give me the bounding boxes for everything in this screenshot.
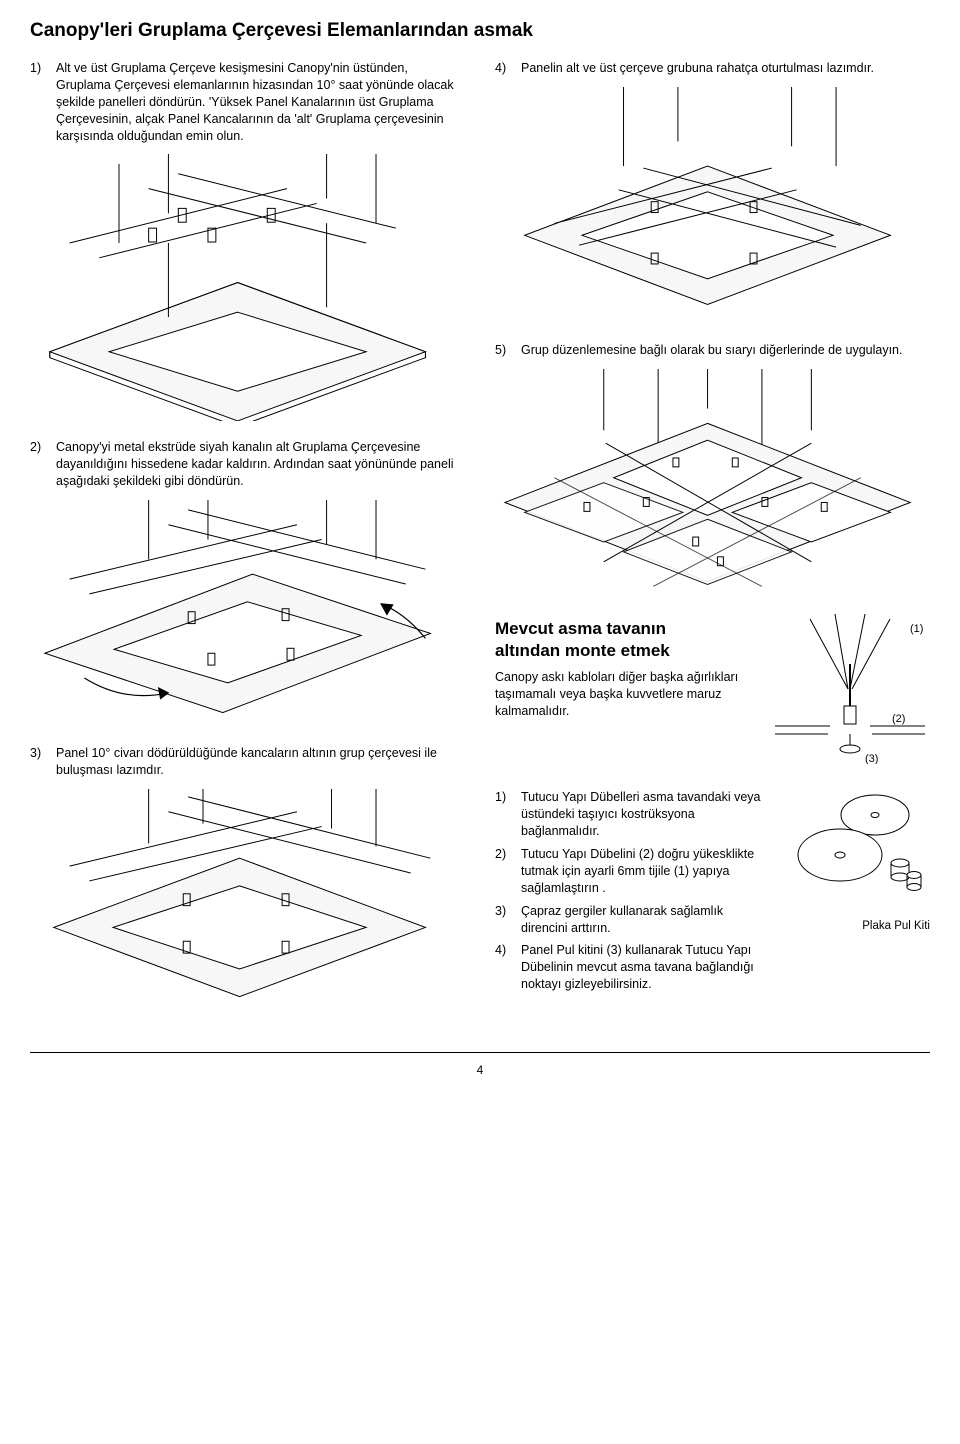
right-column: 4) Panelin alt ve üst çerçeve grubuna ra…: [495, 60, 930, 1034]
mounting-mini-figure: (1) (2) (3): [770, 614, 930, 769]
step-2-text: Canopy'yi metal ekstrüde siyah kanalın a…: [56, 439, 465, 490]
mounting-ol: 1) Tutucu Yapı Dübelleri asma tavandaki …: [495, 789, 762, 999]
step-5: 5) Grup düzenlemesine bağlı olarak bu sı…: [495, 342, 930, 359]
step-5-text: Grup düzenlemesine bağlı olarak bu sıary…: [521, 342, 930, 359]
mounting-section: Mevcut asma tavanın altından monte etmek…: [495, 614, 930, 769]
step-3-num: 3): [30, 745, 48, 779]
svg-text:(2): (2): [892, 713, 905, 725]
svg-text:(3): (3): [865, 753, 878, 764]
step-1: 1) Alt ve üst Gruplama Çerçeve kesişmesi…: [30, 60, 465, 144]
step-5-num: 5): [495, 342, 513, 359]
ol-2: 2) Tutucu Yapı Dübelini (2) doğru yükesk…: [495, 846, 762, 897]
step-1-num: 1): [30, 60, 48, 144]
step-1-text: Alt ve üst Gruplama Çerçeve kesişmesini …: [56, 60, 465, 144]
mounting-title: Mevcut asma tavanın altından monte etmek: [495, 618, 752, 661]
diagram-2: [30, 500, 465, 727]
footer-separator: [30, 1052, 930, 1053]
diagram-5: [495, 369, 930, 596]
ol-1: 1) Tutucu Yapı Dübelleri asma tavandaki …: [495, 789, 762, 840]
step-2: 2) Canopy'yi metal ekstrüde siyah kanalı…: [30, 439, 465, 490]
diagram-3: [30, 789, 465, 1016]
ol-4: 4) Panel Pul kitini (3) kullanarak Tutuc…: [495, 942, 762, 993]
diagram-1: [30, 154, 465, 421]
page-number: 4: [30, 1063, 930, 1077]
left-column: 1) Alt ve üst Gruplama Çerçeve kesişmesi…: [30, 60, 465, 1034]
page-title: Canopy'leri Gruplama Çerçevesi Elemanlar…: [30, 20, 930, 42]
step-4: 4) Panelin alt ve üst çerçeve grubuna ra…: [495, 60, 930, 77]
disc-kit-figure: Plaka Pul Kiti: [780, 775, 930, 932]
diagram-4: [495, 87, 930, 324]
svg-text:(1): (1): [910, 623, 923, 635]
step-4-text: Panelin alt ve üst çerçeve grubuna rahat…: [521, 60, 930, 77]
step-3-text: Panel 10° civarı dödürüldüğünde kancalar…: [56, 745, 465, 779]
content-columns: 1) Alt ve üst Gruplama Çerçeve kesişmesi…: [30, 60, 930, 1034]
ol-3: 3) Çapraz gergiler kullanarak sağlamlık …: [495, 903, 762, 937]
step-4-num: 4): [495, 60, 513, 77]
step-3: 3) Panel 10° civarı dödürüldüğünde kanca…: [30, 745, 465, 779]
kit-label: Plaka Pul Kiti: [780, 920, 930, 932]
mounting-intro: Canopy askı kabloları diğer başka ağırlı…: [495, 669, 752, 720]
step-2-num: 2): [30, 439, 48, 490]
